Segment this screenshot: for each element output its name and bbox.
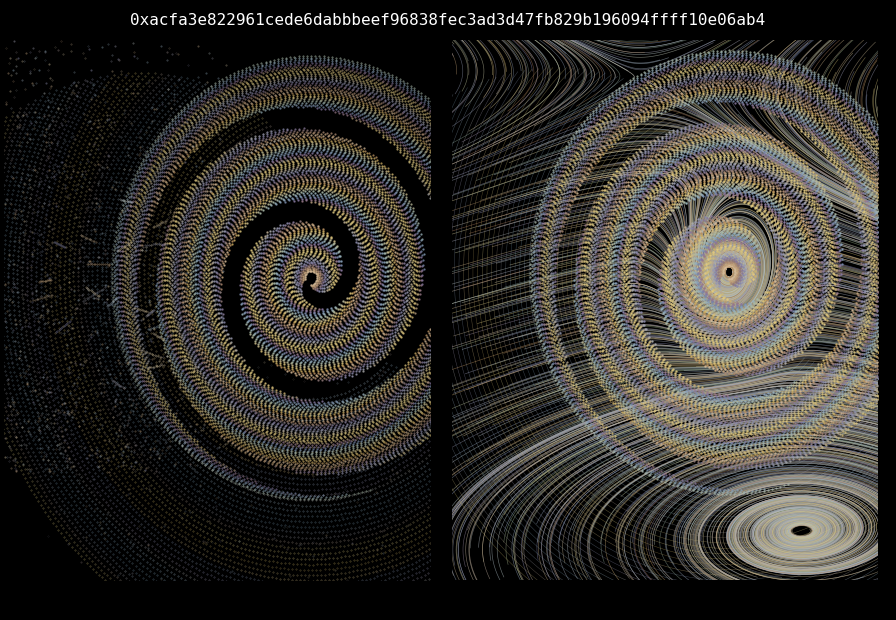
Text: with min. point size at paint time: with min. point size at paint time [552, 592, 806, 608]
Text: 0xacfa3e822961cede6dabbbeef96838fec3ad3d47fb829b196094ffff10e06ab4: 0xacfa3e822961cede6dabbbeef96838fec3ad3d… [131, 12, 765, 28]
Text: canonical: canonical [181, 592, 254, 608]
